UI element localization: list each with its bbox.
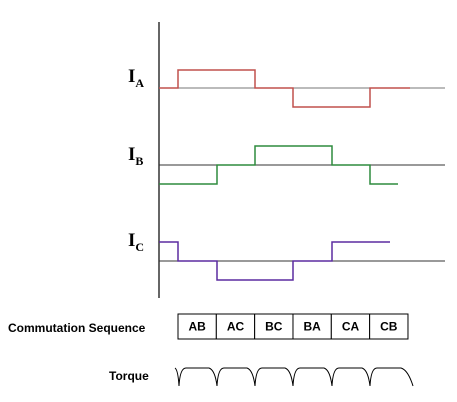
sequence-cell bbox=[330, 313, 371, 340]
sequence-cell bbox=[292, 313, 332, 340]
sequence-step: AC bbox=[227, 320, 245, 334]
signal-subscript: A bbox=[135, 76, 144, 90]
signal-subscript: B bbox=[135, 154, 143, 168]
sequence-title: Commutation Sequence bbox=[8, 321, 146, 335]
sequence-cell bbox=[369, 313, 409, 340]
waveform-b bbox=[159, 145, 398, 185]
sequence-step: CA bbox=[342, 320, 360, 334]
signal-subscript: C bbox=[135, 240, 144, 254]
sequence-step: AB bbox=[188, 320, 206, 334]
signal-label: IB bbox=[128, 144, 143, 168]
sequence-cell bbox=[177, 313, 217, 340]
signal-label: IC bbox=[128, 230, 144, 254]
sequence-cell bbox=[215, 313, 256, 340]
signal-symbol: I bbox=[128, 66, 135, 87]
waveform-c bbox=[159, 241, 390, 281]
signal-symbol: I bbox=[128, 144, 135, 165]
torque-ripple bbox=[174, 367, 414, 387]
sequence-cell bbox=[254, 313, 294, 340]
torque-title: Torque bbox=[109, 369, 149, 383]
signal-symbol: I bbox=[128, 230, 135, 251]
waveform-a bbox=[159, 69, 410, 108]
sequence-step: BC bbox=[265, 320, 283, 334]
sequence-row: AB AC BC BA CA CB bbox=[177, 313, 409, 340]
sequence-step: CB bbox=[380, 320, 398, 334]
signal-label: IA bbox=[128, 66, 144, 90]
sequence-step: BA bbox=[303, 320, 321, 334]
